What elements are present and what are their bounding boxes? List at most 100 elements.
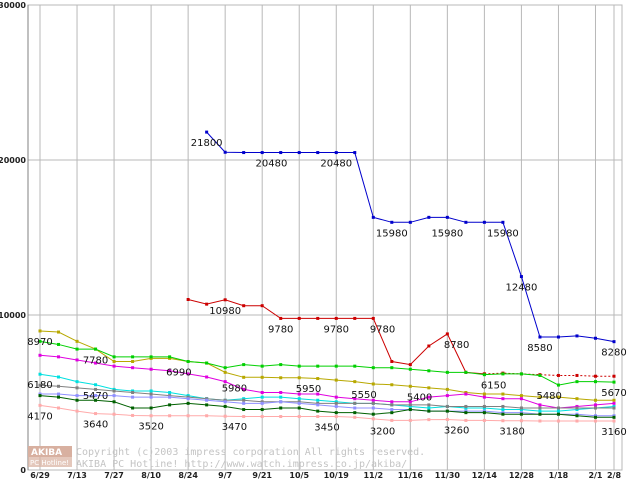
point-green (186, 360, 190, 363)
point-magenta (112, 364, 116, 368)
point-gray (593, 406, 597, 410)
point-pink (464, 418, 468, 422)
point-lavender (575, 412, 579, 416)
data-label: 5980 (222, 383, 247, 394)
point-pink (75, 409, 79, 413)
x-tick-label: 9/7 (218, 471, 232, 480)
grid-lines (27, 4, 623, 471)
point-red (297, 316, 301, 320)
data-label: 6150 (481, 381, 506, 392)
point-red (279, 316, 283, 320)
point-gray (612, 406, 616, 410)
x-tick-label: 11/30 (435, 471, 461, 480)
point-blue (260, 151, 264, 155)
point-green (38, 339, 42, 343)
point-magenta (242, 387, 246, 391)
point-darkgreen (316, 409, 320, 413)
point-gray (168, 394, 172, 398)
point-blue (242, 151, 246, 155)
point-red (242, 304, 246, 308)
point-darkgreen (593, 415, 597, 419)
point-cyan (168, 391, 172, 394)
series-line-cyan (39, 373, 615, 412)
point-darkgreen (57, 395, 61, 399)
data-label: 5480 (536, 391, 561, 402)
point-darkgreen (75, 398, 79, 402)
point-green (334, 364, 338, 368)
point-green (353, 364, 357, 368)
point-lavender (316, 403, 320, 407)
point-darkgreen (408, 408, 412, 412)
point-cyan (112, 387, 116, 391)
data-labels: 21800 20480 20480 15980 15980 15980 12480 8580 8… (27, 138, 626, 438)
point-gray (223, 398, 227, 402)
point-darkgreen (149, 406, 153, 410)
y-tick-label: 20000 (0, 156, 26, 165)
point-pink (205, 414, 209, 418)
point-green (593, 380, 597, 384)
point-gray (38, 383, 42, 387)
data-label: 15980 (376, 228, 408, 239)
point-cyan (186, 394, 190, 398)
point-darkgreen (538, 412, 542, 416)
x-tick-label: 2/8 (607, 471, 621, 480)
point-olive (371, 382, 375, 386)
x-tick-label: 9/21 (252, 471, 272, 480)
point-green (131, 355, 135, 359)
point-darkgreen (353, 411, 357, 415)
point-blue (464, 220, 468, 224)
point-lavender (131, 395, 135, 399)
point-pink (149, 414, 153, 418)
point-lavender (353, 406, 357, 410)
data-label: 3200 (370, 426, 395, 437)
point-olive (242, 375, 246, 379)
point-pink (371, 417, 375, 421)
point-darkgreen (556, 412, 560, 416)
point-magenta (223, 380, 227, 384)
series-line-green (39, 340, 615, 386)
point-gray (427, 403, 431, 407)
x-tick-label: 6/29 (30, 471, 50, 480)
point-pink (612, 419, 616, 423)
point-gray (297, 400, 301, 404)
data-label: 3450 (314, 423, 339, 434)
point-green (149, 355, 153, 359)
point-magenta (390, 400, 394, 404)
logo-top-bg (28, 446, 72, 457)
series-line-darkgreen (39, 395, 614, 418)
point-lavender (242, 401, 246, 405)
point-olive (57, 330, 61, 334)
point-cyan (519, 408, 523, 412)
point-lavender (260, 401, 264, 405)
x-tick-label: 10/19 (324, 471, 350, 480)
point-pink (390, 418, 394, 422)
point-olive (593, 398, 597, 402)
point-red (223, 298, 227, 302)
logo-bottom-bg (28, 457, 72, 467)
data-label: 5400 (407, 392, 432, 403)
data-label: 8780 (444, 340, 469, 351)
point-darkgreen (501, 412, 505, 416)
point-magenta (464, 392, 468, 396)
point-green (94, 347, 98, 351)
point-cyan (131, 389, 135, 393)
point-cyan (149, 389, 153, 393)
point-green (316, 364, 320, 368)
point-gray (445, 404, 449, 408)
data-label: 5550 (351, 390, 376, 401)
point-pink (94, 412, 98, 416)
data-label: 5470 (83, 391, 108, 402)
point-olive (464, 391, 468, 394)
point-olive (353, 380, 357, 384)
data-label: 5950 (296, 384, 321, 395)
point-blue (205, 130, 209, 134)
point-lavender (464, 409, 468, 413)
point-olive (501, 392, 505, 396)
point-blue (408, 220, 412, 224)
point-green (57, 342, 61, 346)
point-green (371, 366, 375, 370)
point-blue (575, 334, 579, 338)
x-tick-label: 11/2 (363, 471, 383, 480)
point-magenta (205, 375, 209, 379)
point-green (390, 366, 394, 370)
